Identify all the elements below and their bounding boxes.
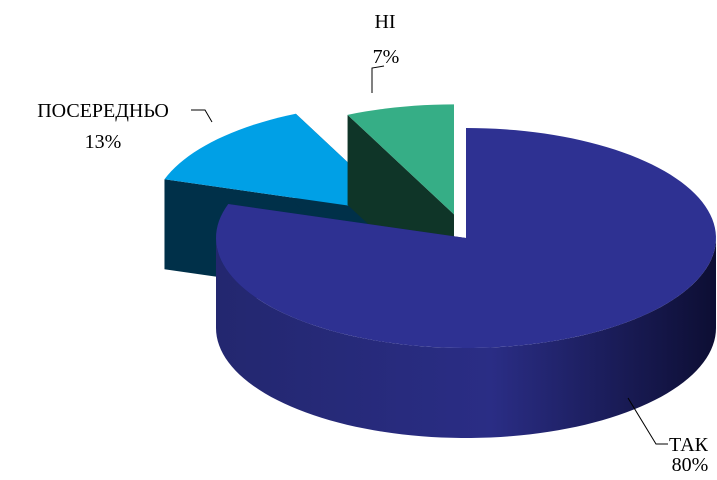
pie-slice-ni-top (347, 104, 454, 215)
slice-category-label-tak: ТАК (669, 434, 709, 456)
pie-labels-layer: НІ 7% ПОСЕРЕДНЬО 13% ТАК 80% (37, 11, 709, 476)
pie-slices-layer (164, 104, 716, 438)
leader-line-poseredno (191, 109, 213, 123)
leader-line-ni (371, 65, 385, 93)
slice-percent-label-tak: 80% (672, 454, 709, 475)
slice-category-label-ni: НІ (374, 11, 395, 33)
slice-category-label-poseredno: ПОСЕРЕДНЬО (37, 100, 169, 122)
pie-slice-tak-side (216, 238, 716, 438)
leader-line-tak (627, 397, 668, 445)
pie-slice-tak-top (216, 128, 716, 348)
slice-percent-label-poseredno: 13% (85, 131, 122, 153)
slice-percent-label-ni: 7% (373, 46, 400, 68)
pie-slice-tak (216, 128, 716, 438)
pie-slice-poseredno-top (164, 113, 403, 214)
